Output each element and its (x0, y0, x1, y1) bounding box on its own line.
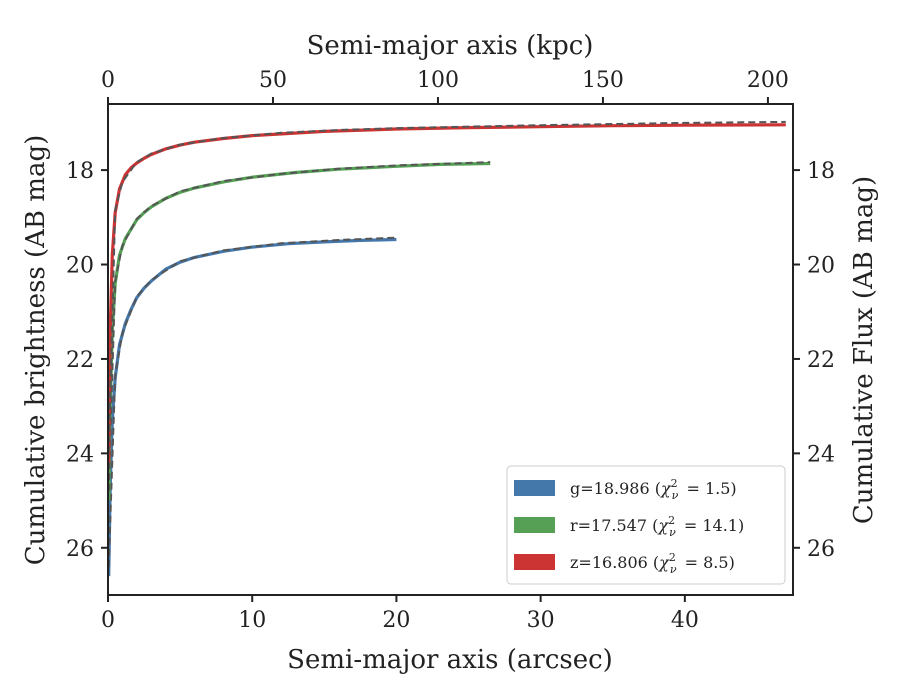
legend-swatch-z (514, 554, 555, 570)
y-tick-label: 18 (66, 159, 94, 184)
y-right-tick-label: 18 (807, 159, 835, 184)
axis-ticks: 0 10 20 30 40 0 50 100 150 200 18 18 20 20 22 22 24 24 26 2… (66, 68, 835, 633)
plot-frame (107, 103, 794, 596)
y-right-tick-label: 22 (807, 348, 835, 373)
plot-curves (107, 120, 786, 577)
series-z-model-curve (107, 120, 786, 454)
legend: g=18.986 (χ2 ν = 1.5) r=17.547 (χ2 ν = 14.1… (506, 465, 786, 585)
legend-swatch-g (514, 480, 555, 496)
y-tick-label: 26 (66, 537, 94, 562)
legend-swatch-r (514, 517, 555, 533)
y-right-tick-label: 26 (807, 537, 835, 562)
legend-label-r: r=17.547 (χ2 ν = 14.1) (570, 514, 744, 539)
y-tick-label: 20 (66, 254, 94, 279)
x-top-tick-label: 0 (101, 68, 115, 93)
y-tick-label: 24 (66, 442, 94, 467)
x-tick-label: 40 (671, 608, 699, 633)
legend-label-z: z=16.806 (χ2 ν = 8.5) (570, 551, 735, 576)
series-r-model-curve (107, 161, 491, 492)
x-top-tick-label: 100 (417, 68, 459, 93)
x-top-tick-label: 200 (747, 68, 789, 93)
x-tick-label: 0 (101, 608, 115, 633)
series-g-model-curve (107, 236, 397, 567)
series-g-curve (107, 237, 397, 577)
x-tick-label: 30 (527, 608, 555, 633)
series-r-curve (107, 161, 491, 501)
legend-label-g: g=18.986 (χ2 ν = 1.5) (570, 477, 737, 502)
y-right-tick-label: 24 (807, 442, 835, 467)
y-tick-label: 22 (66, 348, 94, 373)
y-right-tick-label: 20 (807, 254, 835, 279)
legend-box (506, 465, 786, 585)
x-top-tick-label: 50 (259, 68, 287, 93)
x-top-axis-title: Semi-major axis (kpc) (307, 31, 594, 61)
y-right-axis-title: Cumulative Flux (AB mag) (849, 176, 879, 524)
x-axis-title: Semi-major axis (arcsec) (287, 645, 613, 675)
x-top-tick-label: 150 (582, 68, 624, 93)
y-axis-title: Cumulative brightness (AB mag) (21, 135, 51, 566)
x-tick-label: 10 (238, 608, 266, 633)
x-tick-label: 20 (382, 608, 410, 633)
series-z-curve (107, 123, 786, 463)
